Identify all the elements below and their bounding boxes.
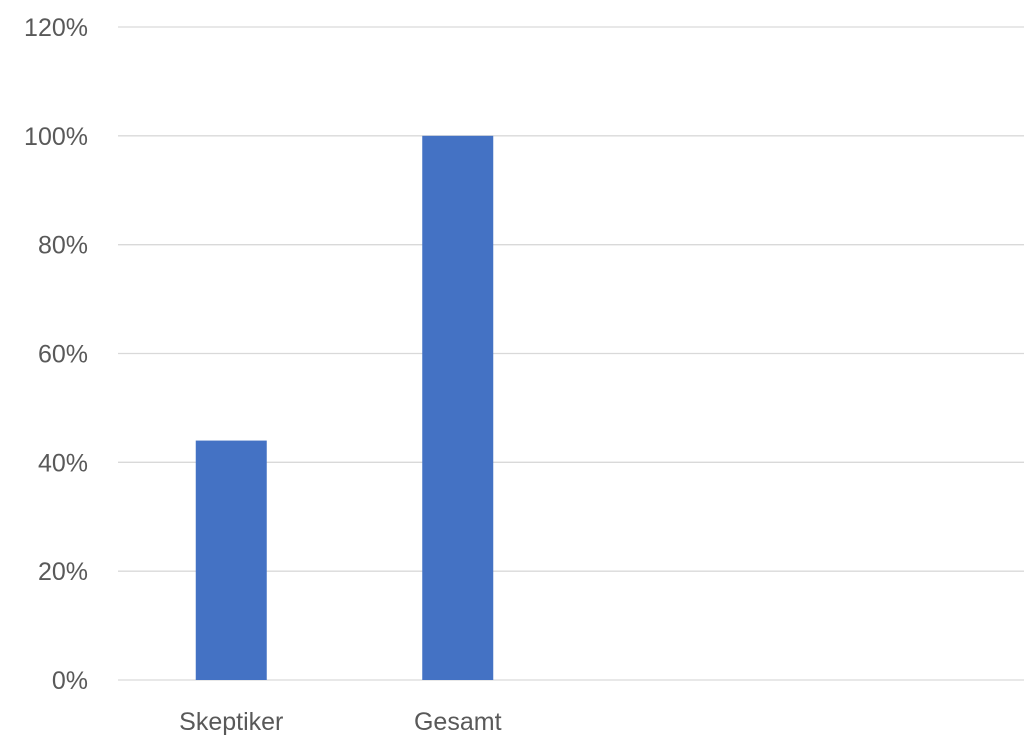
y-tick-label: 0% xyxy=(52,667,88,695)
bar-skeptiker xyxy=(195,440,267,680)
y-tick-label: 40% xyxy=(38,449,88,477)
y-tick-label: 60% xyxy=(38,341,88,369)
y-tick-label: 100% xyxy=(24,123,88,151)
x-tick-label: Gesamt xyxy=(414,708,502,736)
y-tick-label: 80% xyxy=(38,232,88,260)
bars xyxy=(195,135,494,681)
gridlines xyxy=(118,26,1024,681)
y-tick-label: 120% xyxy=(24,14,88,42)
y-axis-tick-labels: 0% 20% 40% 60% 80% 100% 120% xyxy=(24,14,88,695)
x-axis-tick-labels: Skeptiker Gesamt xyxy=(179,708,501,736)
y-tick-label: 20% xyxy=(38,558,88,586)
x-tick-label: Skeptiker xyxy=(179,708,283,736)
bar-gesamt xyxy=(422,135,494,681)
